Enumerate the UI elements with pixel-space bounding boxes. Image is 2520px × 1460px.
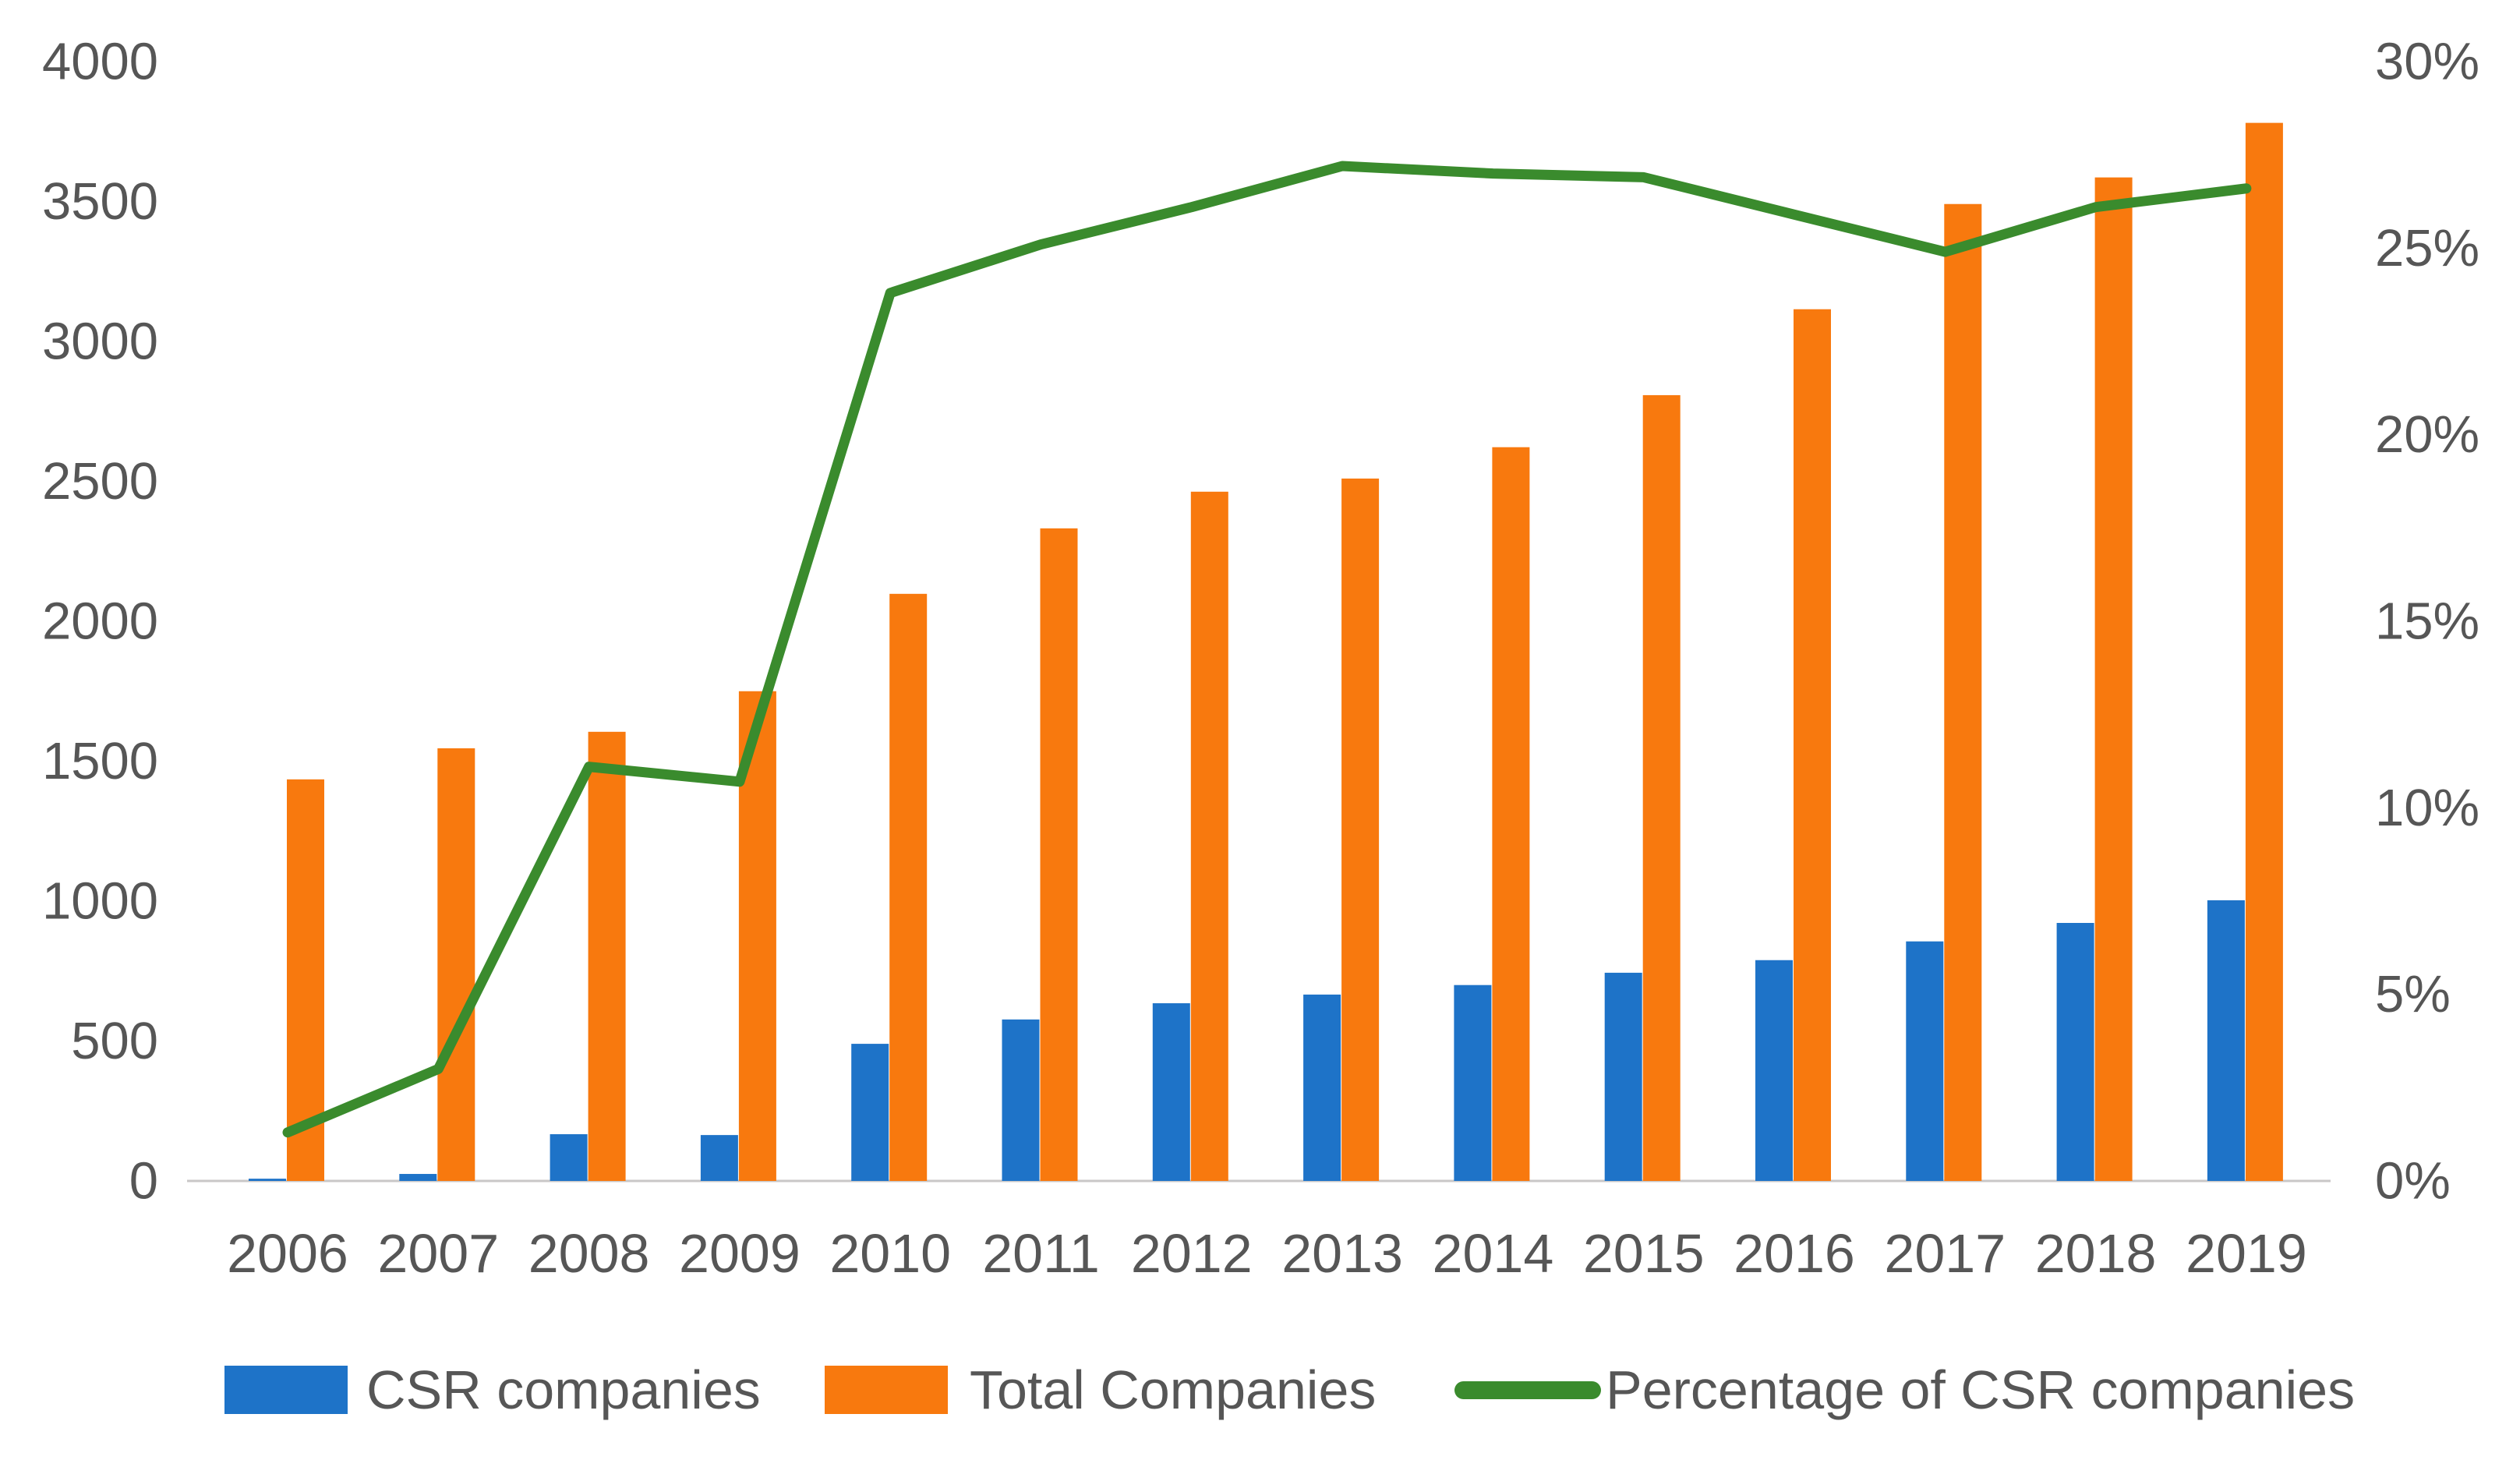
legend-label-percentage: Percentage of CSR companies <box>1606 1359 2356 1420</box>
bar-csr-companies <box>1454 985 1492 1181</box>
bar-total-companies <box>287 779 324 1181</box>
left-axis-tick-label: 2500 <box>42 452 158 511</box>
bar-total-companies <box>2245 122 2283 1182</box>
bar-total-companies <box>437 748 475 1181</box>
left-axis-tick-label: 500 <box>71 1012 158 1070</box>
left-axis-tick-label: 0 <box>129 1152 158 1211</box>
left-axis-tick-label: 1000 <box>42 872 158 931</box>
bar-csr-companies <box>550 1134 588 1181</box>
bar-csr-companies <box>249 1179 286 1181</box>
bar-csr-companies <box>2207 900 2245 1181</box>
bar-total-companies <box>1040 528 1078 1181</box>
bar-total-companies <box>1944 203 1982 1182</box>
x-axis-label: 2013 <box>1281 1223 1403 1284</box>
right-axis-tick-label: 15% <box>2375 592 2479 651</box>
bar-total-companies <box>889 593 928 1181</box>
bar-csr-companies <box>399 1174 437 1181</box>
bar-csr-companies <box>700 1135 738 1181</box>
left-axis-tick-label: 3500 <box>42 172 158 231</box>
legend-item-csr-companies: CSR companies <box>224 1355 761 1425</box>
left-axis-tick-label: 4000 <box>42 33 158 91</box>
x-axis-label: 2017 <box>1884 1223 2006 1284</box>
x-axis-label: 2016 <box>1734 1223 1855 1284</box>
x-axis-label: 2007 <box>377 1223 499 1284</box>
x-axis-label: 2006 <box>227 1223 348 1284</box>
x-axis-label: 2014 <box>1433 1223 1554 1284</box>
bar-total-companies <box>1794 309 1831 1182</box>
bar-total-companies <box>1492 447 1530 1181</box>
right-axis-tick-label: 10% <box>2375 779 2479 837</box>
percentage-line-swatch <box>1454 1380 1601 1399</box>
bar-csr-companies <box>1002 1019 1040 1181</box>
right-axis-tick-label: 0% <box>2375 1152 2451 1211</box>
x-axis-label: 2011 <box>982 1223 1100 1284</box>
left-axis-tick-label: 3000 <box>42 313 158 371</box>
x-axis-label: 2015 <box>1583 1223 1705 1284</box>
right-axis-tick-label: 25% <box>2375 219 2479 278</box>
legend-item-percentage: Percentage of CSR companies <box>1454 1355 2355 1425</box>
bar-total-companies <box>1341 478 1380 1181</box>
bar-total-companies <box>1642 394 1681 1182</box>
x-axis-label: 2019 <box>2186 1223 2307 1284</box>
csr-companies-swatch <box>224 1366 348 1414</box>
x-axis-label: 2009 <box>679 1223 801 1284</box>
legend-label-total-companies: Total Companies <box>970 1359 1377 1420</box>
x-axis-label: 2018 <box>2035 1223 2157 1284</box>
bar-total-companies <box>588 731 626 1181</box>
total-companies-swatch <box>825 1366 948 1414</box>
bar-csr-companies <box>2056 923 2094 1181</box>
x-axis-label: 2012 <box>1131 1223 1253 1284</box>
bar-csr-companies <box>851 1044 889 1181</box>
bar-csr-companies <box>1755 960 1793 1181</box>
bar-csr-companies <box>1303 994 1341 1181</box>
bar-total-companies <box>1190 491 1228 1181</box>
left-axis-tick-label: 1500 <box>42 732 158 790</box>
right-axis-tick-label: 5% <box>2375 965 2451 1023</box>
bar-total-companies <box>2094 177 2133 1182</box>
left-axis-tick-label: 2000 <box>42 592 158 651</box>
x-axis-label: 2008 <box>528 1223 650 1284</box>
right-axis-tick-label: 20% <box>2375 405 2479 464</box>
percentage-line <box>282 161 2252 1138</box>
chart-legend: CSR companies Total Companies Percentage… <box>0 1355 2520 1425</box>
legend-label-csr-companies: CSR companies <box>366 1359 761 1420</box>
legend-item-total-companies: Total Companies <box>825 1355 1376 1425</box>
bar-csr-companies <box>1906 941 1944 1181</box>
right-axis-tick-label: 30% <box>2375 33 2479 91</box>
x-axis-label: 2010 <box>829 1223 951 1284</box>
bar-csr-companies <box>1604 972 1642 1181</box>
bar-csr-companies <box>1152 1003 1190 1181</box>
